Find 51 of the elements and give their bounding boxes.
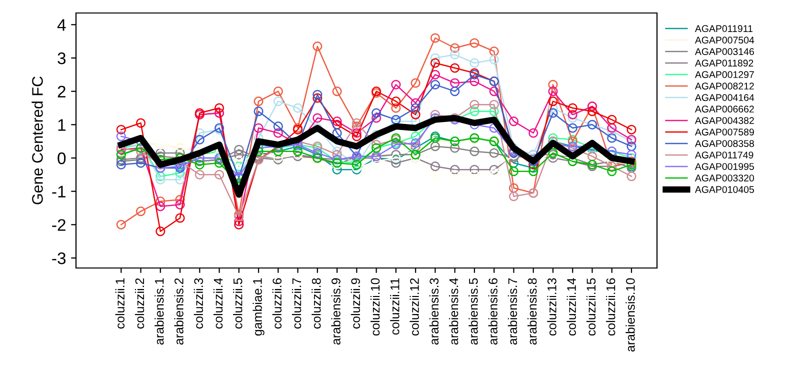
x-tick-label: coluzzii.12 (410, 278, 419, 336)
x-tick-label: coluzzii.10 (370, 278, 380, 336)
x-tick-label: coluzzii.4 (213, 278, 223, 329)
x-tick-label: arabiensis.8 (528, 278, 537, 345)
legend-label: AGAP004164 (694, 94, 754, 102)
x-tick-label: coluzzii.2 (134, 278, 144, 329)
legend-label: AGAP003146 (694, 48, 754, 56)
y-tick-label: 0 (58, 152, 66, 164)
y-tick-label: 1 (58, 119, 66, 131)
y-tick-label: -1 (52, 186, 66, 198)
legend-label: AGAP011749 (694, 152, 754, 158)
legend-label: AGAP011892 (694, 60, 754, 67)
legend-label: AGAP010405 (694, 186, 754, 193)
x-tick-label: coluzzii.7 (292, 278, 302, 329)
x-tick-label: arabiensis.1 (154, 278, 164, 345)
x-tick-label: coluzzii.13 (547, 278, 556, 336)
x-tick-label: coluzzii.5 (233, 278, 242, 329)
legend-label: AGAP008212 (694, 82, 754, 90)
x-tick-label: arabiensis.7 (508, 278, 518, 345)
y-axis-title: Gene Centered FC (32, 76, 43, 204)
x-tick-label: arabiensis.5 (468, 278, 478, 345)
y-tick-label: 2 (58, 86, 66, 98)
y-tick-label: 3 (58, 52, 66, 64)
x-tick-label: coluzzii.16 (606, 278, 616, 336)
legend-label: AGAP008358 (694, 140, 754, 147)
x-tick-label: coluzzii.15 (586, 278, 596, 336)
x-tick-label: coluzzii.9 (350, 278, 360, 329)
y-tick-label: 4 (57, 19, 66, 31)
legend-label: AGAP001297 (694, 71, 754, 78)
y-tick-label: -2 (52, 219, 66, 231)
x-tick-label: arabiensis.9 (331, 278, 340, 345)
y-tick-label: -3 (52, 252, 66, 264)
legend-label: AGAP004382 (694, 117, 754, 124)
legend-label: AGAP003320 (694, 174, 754, 182)
x-tick-label: arabiensis.2 (174, 278, 184, 345)
x-tick-label: arabiensis.3 (429, 278, 439, 345)
legend-label: AGAP007504 (694, 36, 754, 44)
legend-label: AGAP007589 (694, 128, 754, 136)
legend-label: AGAP011911 (694, 25, 752, 32)
legend-label: AGAP006662 (694, 106, 754, 113)
x-tick-label: coluzzii.11 (390, 278, 400, 335)
x-tick-label: coluzzii.8 (312, 278, 321, 329)
x-tick-label: arabiensis.10 (626, 278, 635, 352)
x-tick-label: coluzzii.14 (566, 278, 576, 336)
x-tick-label: coluzzii.6 (272, 278, 282, 329)
x-tick-label: arabiensis.4 (449, 278, 458, 345)
x-tick-label: coluzzii.1 (115, 278, 124, 329)
x-tick-label: coluzzii.3 (194, 278, 204, 329)
x-tick-label: gambiae.1 (252, 278, 264, 336)
legend-label: AGAP001995 (694, 163, 754, 170)
x-tick-label: arabiensis.6 (488, 278, 498, 345)
